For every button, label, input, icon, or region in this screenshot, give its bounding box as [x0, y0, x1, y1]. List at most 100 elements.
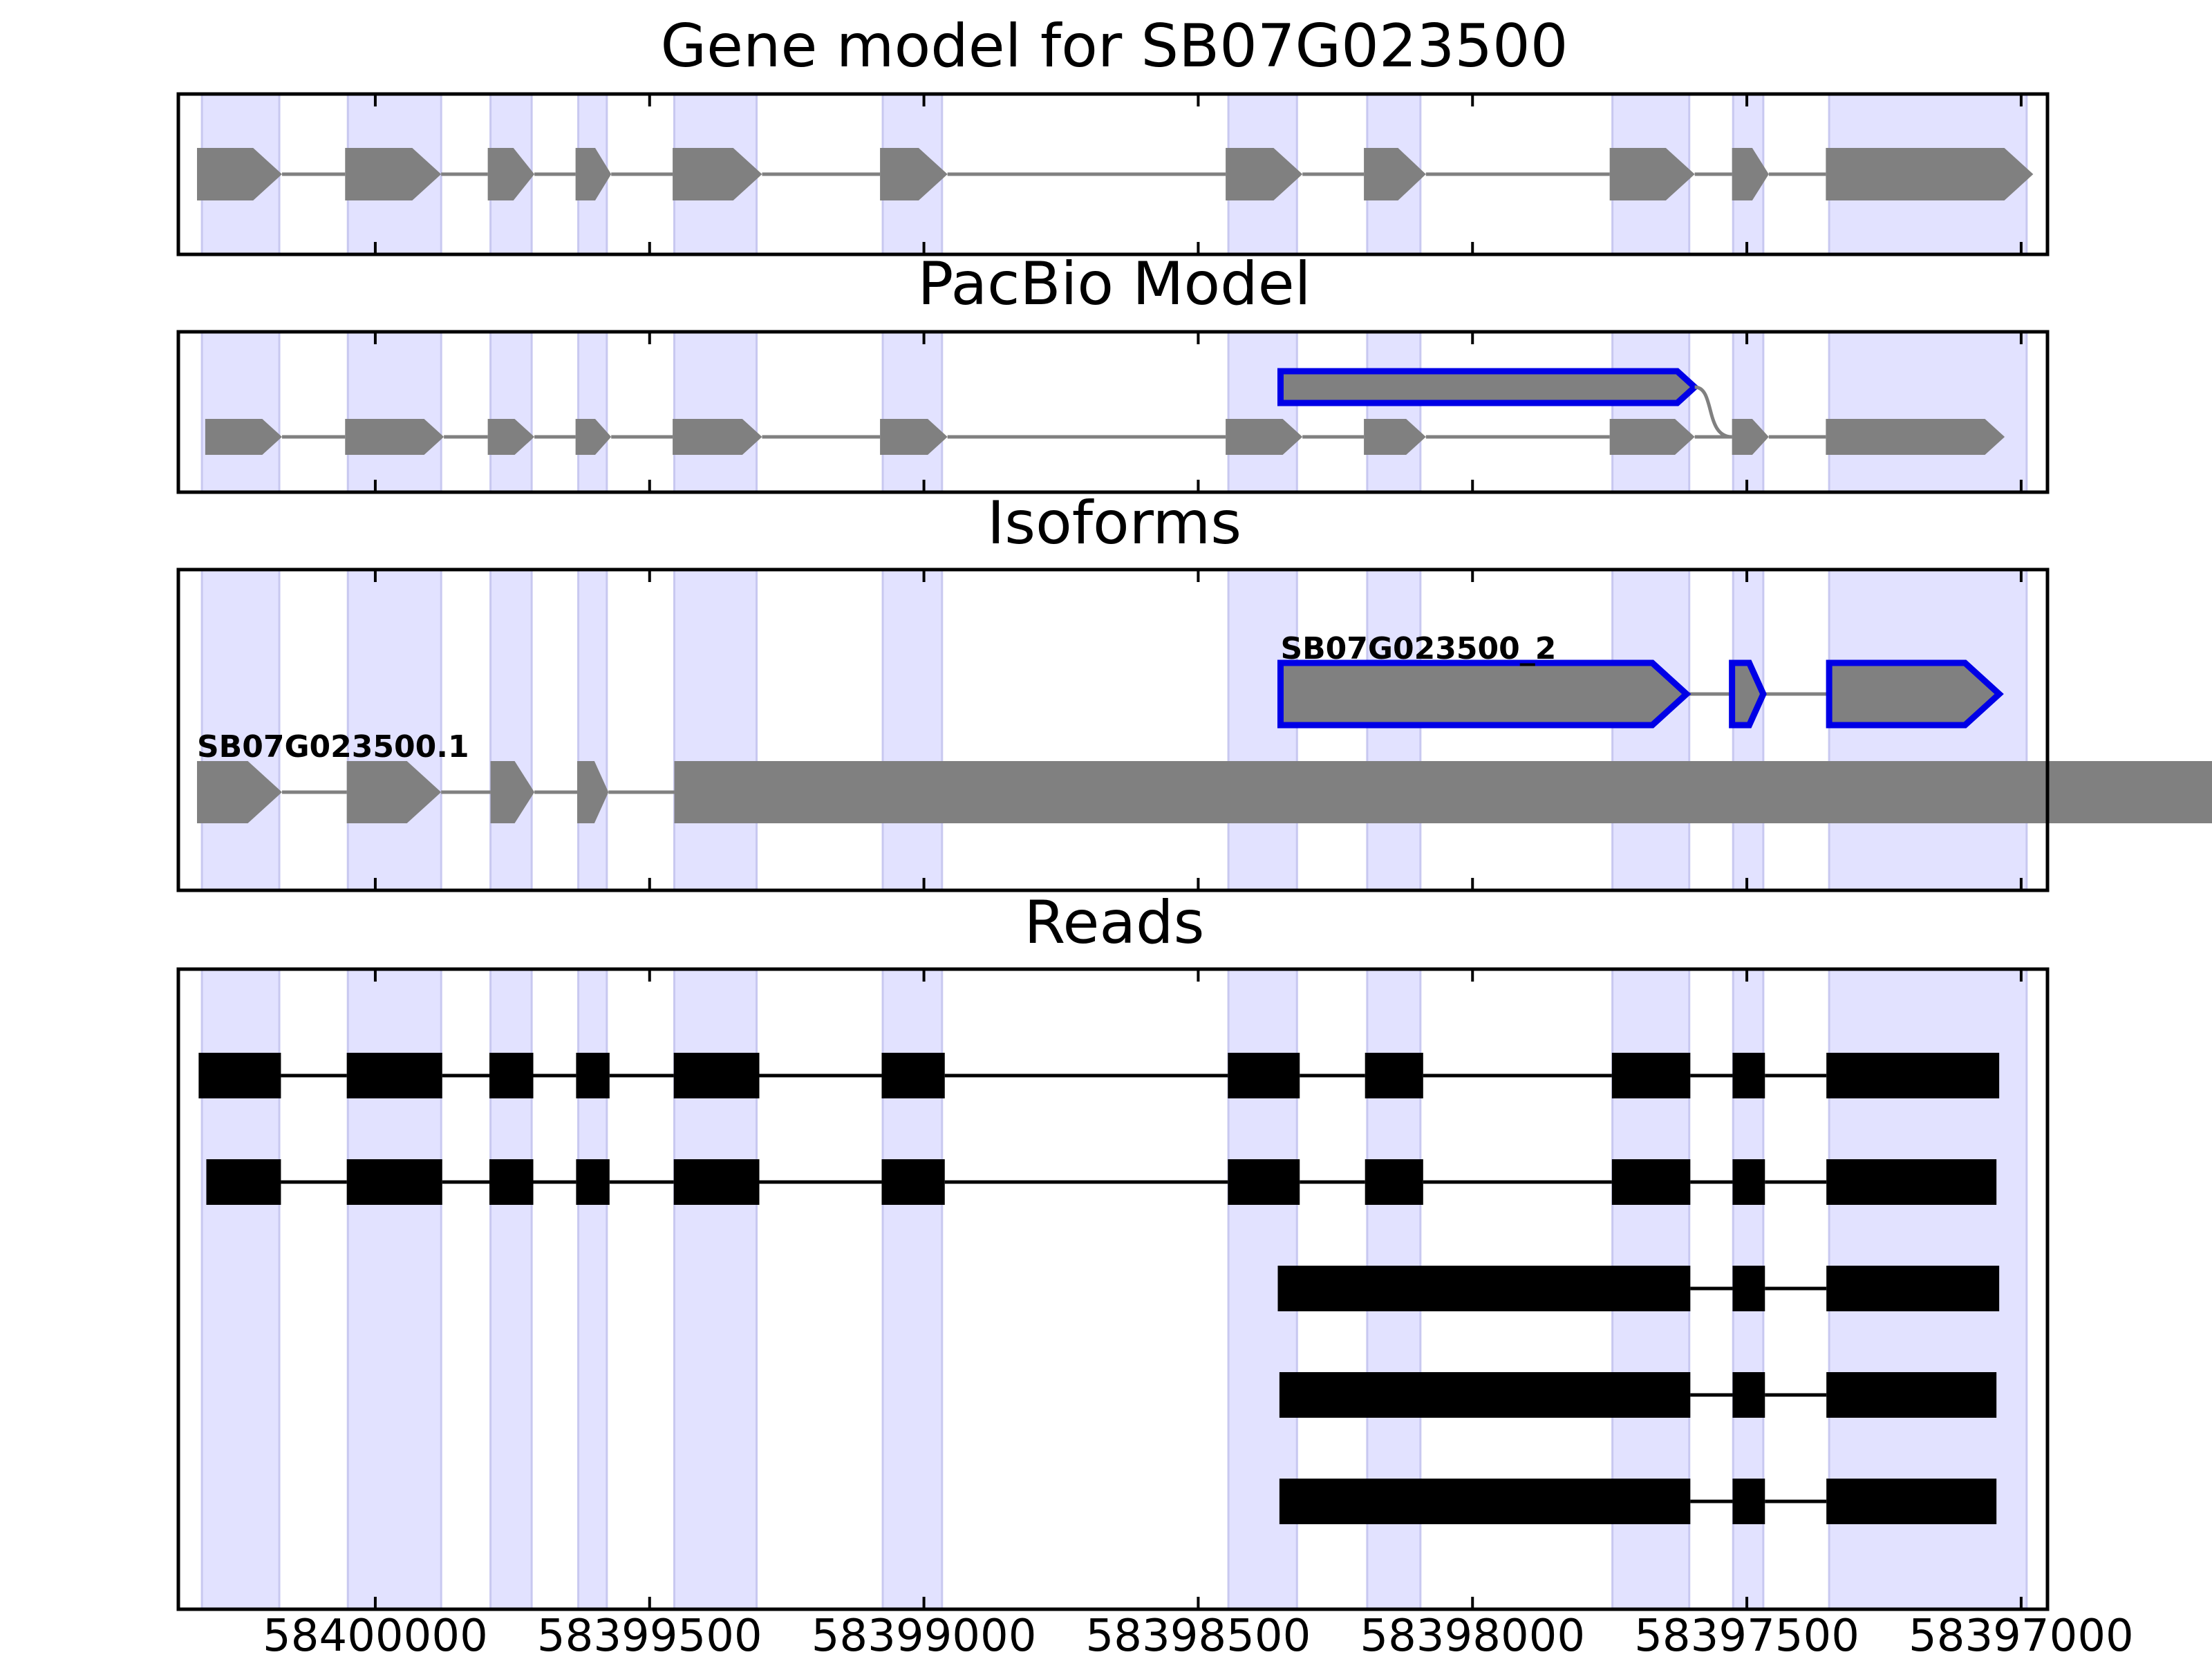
- splice-connector: [1694, 385, 1732, 439]
- pacbio-model-title: PacBio Model: [917, 250, 1311, 319]
- exon-region-band: [881, 568, 944, 892]
- exon-region-band: [1611, 330, 1691, 494]
- read-exon-block: [1732, 1053, 1765, 1098]
- exon-arrow: [1609, 419, 1695, 455]
- x-axis-tick-label: 58399500: [537, 1611, 762, 1659]
- read-exon-block: [1611, 1159, 1691, 1205]
- highlighted-exon: [1277, 659, 1691, 729]
- exon-arrow: [346, 761, 442, 823]
- isoform-label: SB07G023500_2: [1280, 631, 1556, 666]
- panel-frame: [176, 92, 2050, 256]
- exon-arrow: [577, 761, 609, 823]
- read-exon-block: [206, 1159, 281, 1205]
- exon-region-band: [200, 330, 281, 494]
- read-exon-block: [1826, 1053, 2000, 1098]
- highlighted-exon: [1277, 368, 1700, 406]
- read-exon-block: [1732, 1266, 1765, 1311]
- exon-arrow: [674, 761, 2212, 823]
- exon-region-band: [577, 568, 608, 892]
- exon-arrow: [575, 419, 612, 455]
- read-exon-block: [1732, 1372, 1765, 1418]
- reads-panel: [176, 967, 2050, 1611]
- read-exon-block: [1365, 1053, 1423, 1098]
- exon-arrow: [1826, 419, 2005, 455]
- exon-region-band: [577, 330, 608, 494]
- exon-arrow: [487, 148, 535, 200]
- exon-region-band: [1227, 568, 1298, 892]
- read-exon-block: [881, 1053, 945, 1098]
- exon-arrow: [345, 419, 444, 455]
- exon-region-band: [1366, 330, 1422, 494]
- read-exon-block: [1826, 1159, 1997, 1205]
- exon-region-band: [673, 330, 758, 494]
- exon-region-band: [489, 568, 533, 892]
- isoform-label: SB07G023500.1: [197, 729, 469, 765]
- exon-arrow: [673, 148, 762, 200]
- exon-arrow: [1732, 419, 1769, 455]
- exon-arrow: [880, 419, 948, 455]
- exon-region-band: [1732, 568, 1765, 892]
- x-axis-tick-label: 58398500: [1086, 1611, 1311, 1659]
- read-exon-block: [346, 1159, 442, 1205]
- read-exon-block: [1277, 1266, 1691, 1311]
- exon-arrow: [1826, 148, 2034, 200]
- x-axis-tick-label: 58399000: [812, 1611, 1037, 1659]
- highlighted-exon: [1826, 659, 2004, 729]
- exon-arrow: [205, 419, 283, 455]
- reads-title: Reads: [1024, 888, 1205, 957]
- read-exon-block: [1732, 1159, 1765, 1205]
- read-exon-block: [673, 1159, 760, 1205]
- gene-model-title: Gene model for SB07G023500: [661, 12, 1568, 81]
- exon-region-band: [200, 568, 281, 892]
- read-exon-block: [1826, 1372, 1997, 1418]
- read-exon-block: [576, 1053, 610, 1098]
- read-exon-block: [576, 1159, 610, 1205]
- exon-arrow: [1228, 761, 1300, 823]
- exon-region-band: [1732, 330, 1765, 494]
- read-exon-block: [1365, 1159, 1423, 1205]
- exon-region-band: [1227, 330, 1298, 494]
- read-exon-block: [1279, 1479, 1691, 1524]
- x-axis-tick-labels: 58400000 58399500 58399000 58398500 58398000…: [263, 1611, 2134, 1659]
- exon-region-band: [881, 330, 944, 494]
- exon-region-band: [1828, 568, 2028, 892]
- pacbio-model-panel: [176, 330, 2050, 494]
- exon-arrow: [196, 148, 283, 200]
- read-exon-block: [1228, 1159, 1300, 1205]
- exon-arrow: [1226, 419, 1303, 455]
- read-exon-block: [1279, 1372, 1691, 1418]
- read-exon-block: [1228, 1053, 1300, 1098]
- read-exon-block: [489, 1159, 534, 1205]
- exon-arrow: [1226, 148, 1303, 200]
- highlighted-exon: [1729, 659, 1767, 729]
- exon-arrow: [883, 761, 945, 823]
- exon-arrow: [1365, 761, 1423, 823]
- x-axis-tick-label: 58397500: [1634, 1611, 1859, 1659]
- read-exon-block: [881, 1159, 945, 1205]
- exon-arrow: [1364, 148, 1426, 200]
- read-exon-block: [489, 1053, 534, 1098]
- exon-arrow: [1364, 419, 1426, 455]
- exon-region-band: [1828, 330, 2028, 494]
- read-exon-block: [673, 1053, 760, 1098]
- exon-arrow: [1733, 761, 1766, 823]
- panel-frame: [176, 330, 2050, 494]
- gene-model-panel: [176, 92, 2050, 256]
- read-exon-block: [1611, 1053, 1691, 1098]
- exon-region-band: [346, 330, 442, 494]
- read-exon-block: [1826, 1266, 2000, 1311]
- exon-arrow: [1609, 148, 1695, 200]
- x-axis-tick-label: 58398000: [1360, 1611, 1585, 1659]
- panel-frame: [176, 568, 2050, 892]
- x-axis-tick-label: 58397000: [1909, 1611, 2134, 1659]
- exon-arrow: [345, 148, 442, 200]
- exon-arrow: [575, 148, 612, 200]
- exon-region-band: [673, 568, 758, 892]
- panel-frame: [176, 967, 2050, 1611]
- exon-region-band: [1611, 568, 1691, 892]
- read-exon-block: [198, 1053, 281, 1098]
- read-exon-block: [1826, 1479, 1997, 1524]
- exon-arrow: [1732, 148, 1769, 200]
- exon-arrow: [490, 761, 535, 823]
